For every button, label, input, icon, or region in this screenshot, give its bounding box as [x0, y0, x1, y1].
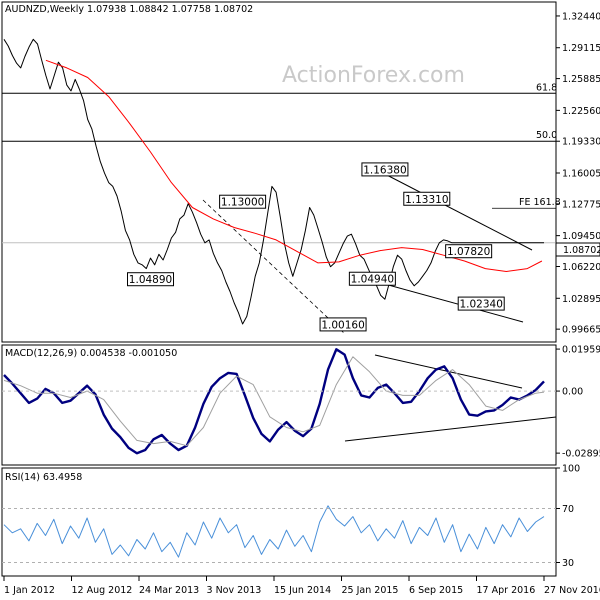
price-y-tick-label: 1.09450: [562, 231, 600, 242]
price-panel-frame: [1, 1, 557, 343]
macd-signal-line: [3, 356, 545, 447]
macd-y-tick-label: 0.00: [562, 387, 583, 398]
fib-level-label: 61.8: [536, 82, 557, 93]
price-label-text: 1.13000: [221, 197, 264, 209]
last-price-label: 1.08702: [563, 245, 600, 256]
rsi-y-tick-label: 30: [562, 558, 574, 569]
rsi-series: [2, 505, 556, 563]
price-label-box: [403, 191, 451, 206]
macd-panel-title: MACD(12,26,9) 0.004538 -0.001050: [5, 348, 177, 359]
price-label-box: [361, 162, 409, 177]
macd-macd-line: [3, 348, 545, 455]
x-tick-label: 24 Mar 2013: [139, 585, 199, 596]
price-y-tick-label: 0.99665: [562, 325, 600, 336]
x-tick-label: 1 Jan 2012: [4, 585, 55, 596]
price-label-box: [348, 271, 396, 286]
price-label-box: [319, 317, 367, 332]
x-tick-label: 6 Sep 2015: [409, 585, 463, 596]
price-y-tick-label: 1.29115: [562, 43, 600, 54]
last-price-box: [555, 242, 600, 257]
price-moving-average-line: [45, 59, 543, 272]
macd-y-tick-label: 0.019593: [562, 345, 600, 356]
price-label-text: 1.13310: [405, 194, 448, 206]
price-y-tick-label: 1.32440: [562, 11, 600, 22]
x-tick-label: 17 Apr 2016: [477, 585, 536, 596]
rsi-y-tick-label: 70: [562, 504, 574, 515]
x-tick-label: 12 Aug 2012: [72, 585, 133, 596]
rsi-y-tick-label: 100: [562, 464, 580, 475]
price-label-text: 1.02340: [459, 299, 502, 311]
x-axis: 1 Jan 2012 12 Aug 2012 24 Mar 2013 3 Nov 20…: [3, 576, 600, 596]
rsi-panel-title: RSI(14) 63.4958: [5, 472, 82, 483]
rsi-panel: 100 70 30 RSI(14) 63.4958: [1, 464, 580, 577]
price-label-text: 1.07820: [447, 246, 490, 258]
fe-level-label: FE 161.8: [519, 197, 561, 208]
price-label-box: [457, 296, 505, 311]
price-panel-title: AUDNZD,Weekly 1.07938 1.08842 1.07758 1.…: [5, 4, 253, 15]
watermark: ActionForex.com: [282, 63, 465, 88]
x-tick-label: 15 Jun 2014: [274, 585, 331, 596]
last-price-tag: 1.08702: [555, 242, 600, 257]
fib-level-label: 50.0: [536, 130, 557, 141]
dashed-trendline: [202, 199, 346, 335]
rsi-rsi-line: [3, 505, 545, 558]
price-close-line: [3, 38, 544, 325]
price-y-tick-label: 1.22560: [562, 106, 600, 117]
price-y-tick-label: 1.25885: [562, 74, 600, 85]
macd-panel-frame: [1, 344, 557, 466]
upper-channel-line: [380, 171, 533, 251]
price-label-box: [219, 194, 267, 209]
macd-y-axis: 0.019593 0.00 -0.028959: [556, 345, 600, 460]
price-label-box: [127, 272, 175, 287]
price-label-box: [445, 244, 493, 259]
price-label-text: 1.04890: [129, 274, 172, 286]
rsi-panel-frame: [1, 467, 557, 577]
macd-series: [2, 348, 556, 455]
macd-y-tick-label: -0.028959: [562, 449, 600, 460]
price-label-text: 1.00160: [321, 319, 364, 331]
macd-panel: 0.019593 0.00 -0.028959 MACD(12,26,9) 0.00…: [1, 344, 600, 466]
price-y-tick-label: 1.16005: [562, 169, 600, 180]
price-label-text: 1.04940: [351, 274, 394, 286]
lower-channel-line: [380, 282, 524, 323]
price-y-tick-label: 1.02895: [562, 294, 600, 305]
rsi-y-axis: 100 70 30: [556, 464, 580, 569]
price-panel: ActionForex.com 61.8 50.0 FE 161.8 1.32440…: [1, 1, 600, 343]
x-tick-label: 27 Nov 2016: [544, 585, 600, 596]
price-y-tick-label: 1.12775: [562, 199, 600, 210]
price-label-text: 1.16380: [363, 164, 406, 176]
price-series: [3, 38, 544, 325]
x-tick-label: 3 Nov 2013: [207, 585, 262, 596]
x-tick-label: 25 Jan 2015: [342, 585, 399, 596]
macd-lower-trendline: [344, 416, 557, 442]
price-y-tick-label: 1.06220: [562, 262, 600, 273]
price-y-axis: 1.32440 1.29115 1.25885 1.22560 1.19330 1.160…: [556, 11, 600, 336]
price-labels: 1.16380 1.13310 1.13000 1.04890 1.04940 1.078…: [127, 162, 505, 332]
price-y-tick-label: 1.19330: [562, 137, 600, 148]
